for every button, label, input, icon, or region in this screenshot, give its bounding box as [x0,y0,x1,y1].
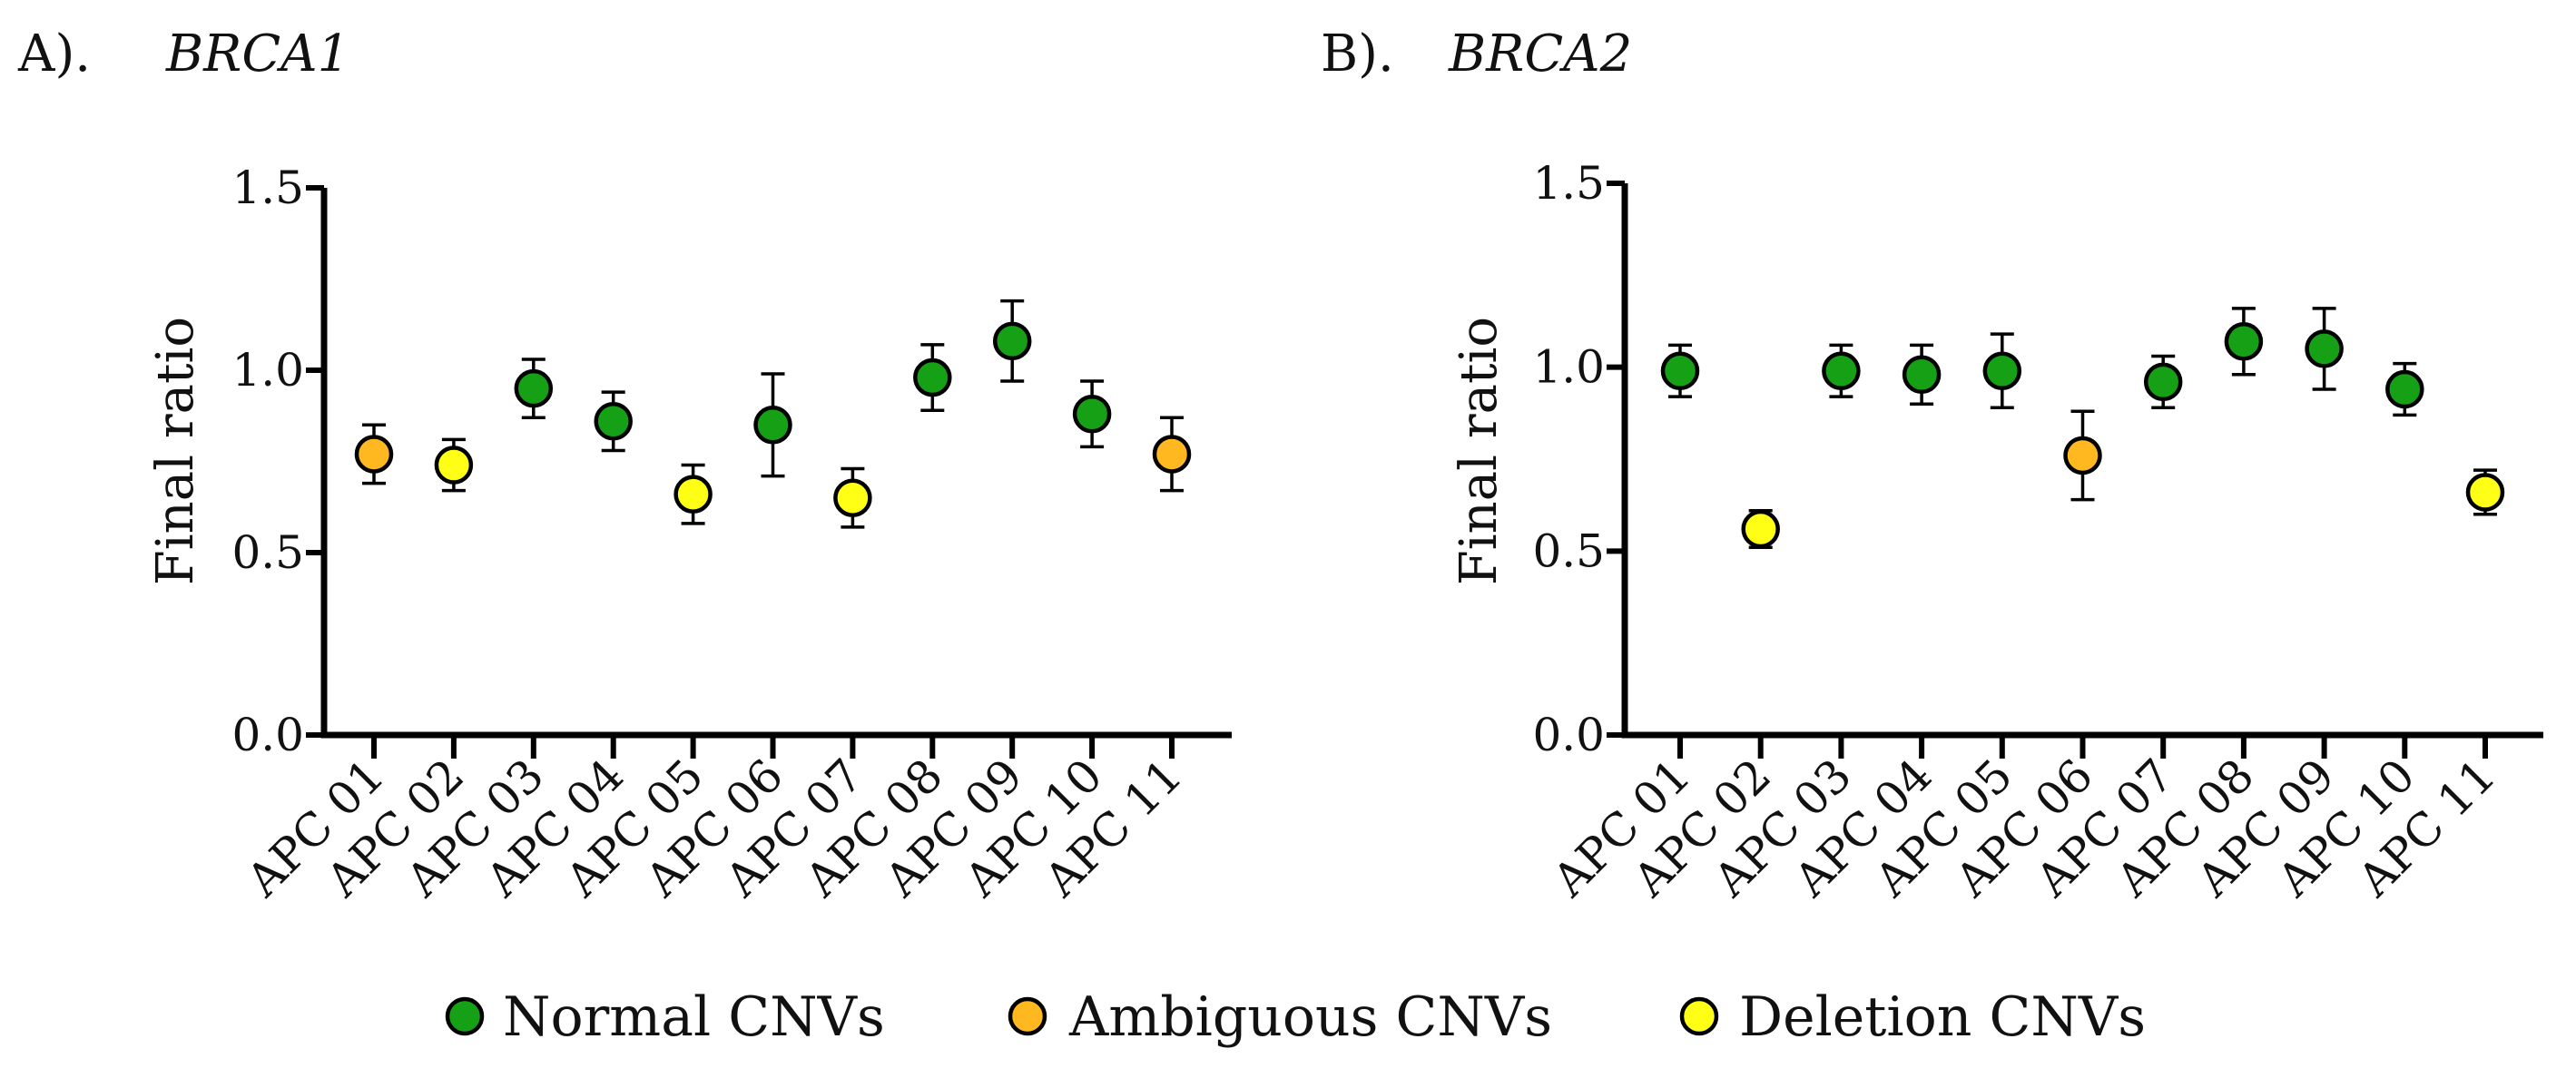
panel-a-y-tick-label: 1.5 [231,162,304,214]
panel-a-point-ambiguous [1152,435,1192,474]
panel-b-y-tick-label: 1.0 [1532,341,1605,394]
legend-marker-ambiguous [1008,996,1047,1036]
panel-a-point-normal [594,402,633,441]
panel-b-point-normal [2385,369,2424,409]
panel-a-y-axis-title: Final ratio [146,317,205,585]
panel-b-point-normal [1982,351,2022,390]
panel-a-point-deletion [673,475,713,514]
panel-a-point-deletion [833,478,872,517]
panel-a-point-normal [992,321,1032,361]
panel-b-point-normal [1822,351,1861,390]
panel-a-y-tick-label: 0.5 [231,526,304,579]
panel-a-y-tick-label: 0.0 [231,709,304,761]
panel-b-point-normal [1660,351,1700,390]
panel-a-gene-title: BRCA1 [165,24,349,83]
panel-b-y-tick-label: 0.5 [1532,524,1605,577]
panel-b-label: B). [1321,24,1394,83]
legend-marker-normal [445,996,485,1036]
panel-b-point-deletion [1741,509,1780,549]
panel-a-point-normal [753,406,792,445]
panel-b-y-axis-title: Final ratio [1450,317,1509,585]
legend: Normal CNVs Ambiguous CNVs Deletion CNVs [445,985,2146,1049]
panel-a-label: A). [17,24,91,83]
legend-label-deletion: Deletion CNVs [1739,985,2146,1049]
panel-b-point-deletion [2465,473,2505,512]
legend-label-ambiguous: Ambiguous CNVs [1068,985,1552,1049]
panel-b-y-tick-label: 0.0 [1532,709,1605,761]
panel-b-point-normal [2143,362,2183,402]
panel-b-y-tick-label: 1.5 [1532,157,1605,210]
panel-a-point-deletion [434,446,474,485]
panel-a-point-ambiguous [354,435,394,474]
panel-b-point-normal [2305,329,2344,368]
legend-marker-deletion [1679,996,1719,1036]
panel-b-point-ambiguous [2063,436,2102,475]
panel-a-point-normal [514,368,554,408]
panel-b-gene-title: BRCA2 [1448,24,1632,83]
panel-a-point-normal [1072,394,1112,434]
legend-label-normal: Normal CNVs [503,985,885,1049]
panel-b-point-normal [1902,355,1942,395]
panel-a-point-normal [913,358,952,397]
panel-a-y-tick-label: 1.0 [231,344,304,397]
panel-b-point-normal [2224,322,2264,361]
